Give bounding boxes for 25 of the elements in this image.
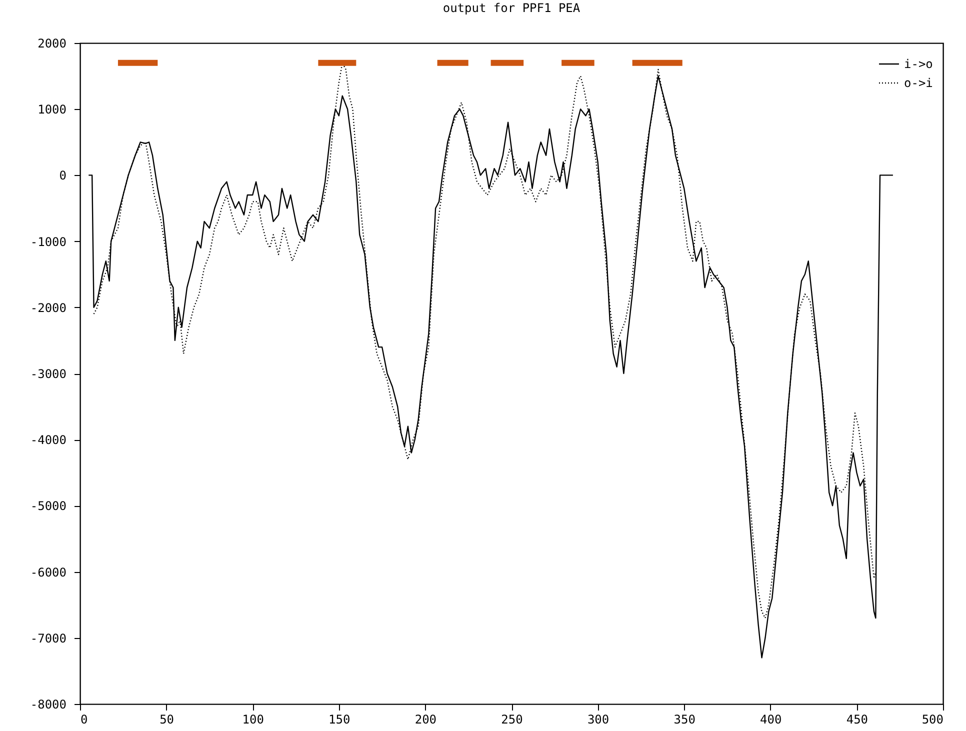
y-tick-label: -5000 xyxy=(30,499,66,514)
x-tick-label: 0 xyxy=(80,712,88,726)
y-tick-label: 2000 xyxy=(38,36,66,50)
y-tick-label: -1000 xyxy=(30,234,66,249)
legend-label: o->i xyxy=(904,76,933,90)
x-tick-label: 200 xyxy=(414,712,437,726)
y-tick-label: -3000 xyxy=(30,367,66,381)
y-tick-label: -7000 xyxy=(30,631,66,646)
y-tick-label: -6000 xyxy=(30,565,66,580)
x-tick-label: 350 xyxy=(674,712,696,726)
x-tick-label: 50 xyxy=(160,712,174,726)
x-tick-label: 400 xyxy=(760,712,782,726)
x-tick-label: 250 xyxy=(501,712,523,726)
x-tick-label: 100 xyxy=(242,712,264,726)
x-tick-label: 150 xyxy=(328,712,350,726)
y-tick-label: 1000 xyxy=(38,102,66,117)
y-tick-label: 0 xyxy=(59,168,66,183)
x-tick-label: 500 xyxy=(922,712,944,726)
legend-label: i->o xyxy=(904,57,933,71)
y-tick-label: -2000 xyxy=(30,300,66,315)
y-tick-label: -8000 xyxy=(30,698,66,712)
x-tick-label: 450 xyxy=(846,712,868,726)
y-tick-label: -4000 xyxy=(30,433,66,448)
x-tick-label: 300 xyxy=(587,712,610,726)
chart-title: output for PPF1 PEA xyxy=(442,1,581,15)
